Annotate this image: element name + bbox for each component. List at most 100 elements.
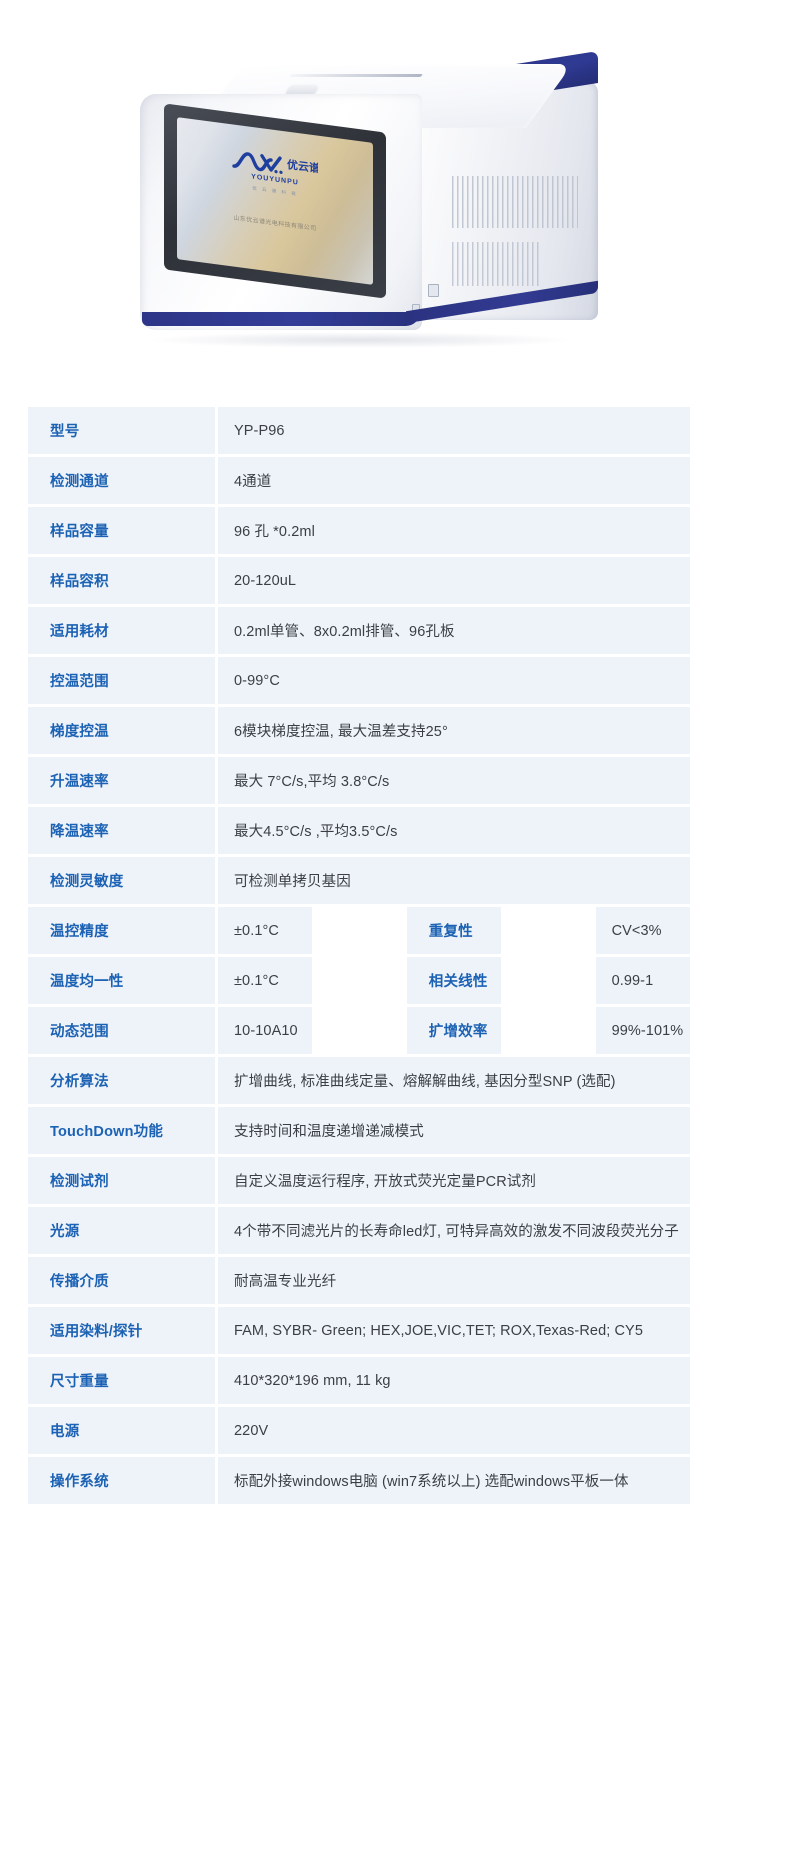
table-row: 尺寸重量 410*320*196 mm, 11 kg bbox=[28, 1357, 690, 1404]
cell-divider bbox=[215, 1457, 218, 1504]
table-row: 适用染料/探针 FAM, SYBR- Green; HEX,JOE,VIC,TET… bbox=[28, 1307, 690, 1354]
product-photo: 优云谱 YOUYUNPU 优 云 谱 科 技 山东优云谱光电科技有限公司 bbox=[0, 0, 790, 395]
spec-value: 410*320*196 mm, 11 kg bbox=[218, 1357, 690, 1404]
cell-divider bbox=[215, 1057, 218, 1104]
spec-value-secondary: 0.99-1 bbox=[595, 957, 690, 1004]
spec-value: 20-120uL bbox=[218, 557, 690, 604]
spec-value: 10-10A10 bbox=[218, 1007, 313, 1054]
spec-value: 耐高温专业光纤 bbox=[218, 1257, 690, 1304]
table-row: 电源 220V bbox=[28, 1407, 690, 1454]
spec-value: 6模块梯度控温, 最大温差支持25° bbox=[218, 707, 690, 754]
cell-divider bbox=[215, 907, 218, 954]
cell-divider bbox=[501, 907, 596, 954]
spec-value: 支持时间和温度递增递减模式 bbox=[218, 1107, 690, 1154]
ventilation-grille-upper bbox=[452, 176, 578, 228]
spec-label: 降温速率 bbox=[28, 807, 215, 854]
base-accent-stripe-front bbox=[142, 312, 420, 326]
cell-divider bbox=[215, 1157, 218, 1204]
table-row: 检测试剂 自定义温度运行程序, 开放式荧光定量PCR试剂 bbox=[28, 1157, 690, 1204]
spec-label: 适用耗材 bbox=[28, 607, 215, 654]
spec-value: 最大4.5°C/s ,平均3.5°C/s bbox=[218, 807, 690, 854]
pcr-instrument-illustration: 优云谱 YOUYUNPU 优 云 谱 科 技 山东优云谱光电科技有限公司 bbox=[140, 50, 600, 350]
spec-value: 4个带不同滤光片的长寿命led灯, 可特异高效的激发不同波段荧光分子 bbox=[218, 1207, 690, 1254]
brand-logo: 优云谱 YOUYUNPU 优 云 谱 科 技 bbox=[210, 143, 340, 203]
usb-port bbox=[428, 284, 439, 297]
company-caption: 山东优云谱光电科技有限公司 bbox=[233, 215, 317, 233]
spec-value: 标配外接windows电脑 (win7系统以上) 选配windows平板一体 bbox=[218, 1457, 690, 1504]
spec-label: 控温范围 bbox=[28, 657, 215, 704]
lid-seam bbox=[288, 74, 424, 77]
cell-divider bbox=[215, 407, 218, 454]
spec-label: 电源 bbox=[28, 1407, 215, 1454]
spec-label: TouchDown功能 bbox=[28, 1107, 215, 1154]
cell-divider bbox=[215, 1207, 218, 1254]
spec-value-secondary: CV<3% bbox=[595, 907, 690, 954]
cell-divider bbox=[215, 1007, 218, 1054]
cell-divider bbox=[215, 507, 218, 554]
spec-label: 检测试剂 bbox=[28, 1157, 215, 1204]
spec-value: ±0.1°C bbox=[218, 907, 313, 954]
table-row: 型号 YP-P96 bbox=[28, 407, 690, 454]
spec-label: 适用染料/探针 bbox=[28, 1307, 215, 1354]
spec-label-secondary: 相关线性 bbox=[406, 957, 502, 1004]
cell-divider bbox=[215, 1407, 218, 1454]
spec-value: 最大 7°C/s,平均 3.8°C/s bbox=[218, 757, 690, 804]
table-row: 检测灵敏度 可检测单拷贝基因 bbox=[28, 857, 690, 904]
svg-text:优云谱: 优云谱 bbox=[287, 157, 318, 175]
cell-divider bbox=[215, 1107, 218, 1154]
table-row: 梯度控温 6模块梯度控温, 最大温差支持25° bbox=[28, 707, 690, 754]
cell-divider bbox=[312, 907, 407, 954]
spec-value-secondary: 99%-101% bbox=[595, 1007, 690, 1054]
table-row: 样品容量 96 孔 *0.2ml bbox=[28, 507, 690, 554]
cell-divider bbox=[312, 957, 407, 1004]
spec-label: 型号 bbox=[28, 407, 215, 454]
wave-logo-icon: 优云谱 bbox=[232, 151, 318, 175]
cell-divider bbox=[215, 857, 218, 904]
spec-value: 0-99°C bbox=[218, 657, 690, 704]
cell-divider bbox=[215, 1307, 218, 1354]
table-row: 光源 4个带不同滤光片的长寿命led灯, 可特异高效的激发不同波段荧光分子 bbox=[28, 1207, 690, 1254]
spec-value: 自定义温度运行程序, 开放式荧光定量PCR试剂 bbox=[218, 1157, 690, 1204]
spec-label: 检测灵敏度 bbox=[28, 857, 215, 904]
spec-label: 升温速率 bbox=[28, 757, 215, 804]
cell-divider bbox=[215, 557, 218, 604]
spec-label: 温控精度 bbox=[28, 907, 215, 954]
spec-value: 4通道 bbox=[218, 457, 690, 504]
table-row: 样品容积 20-120uL bbox=[28, 557, 690, 604]
table-row: 检测通道 4通道 bbox=[28, 457, 690, 504]
table-row: 温度均一性 ±0.1°C 相关线性 0.99-1 bbox=[28, 957, 690, 1004]
product-shadow bbox=[150, 332, 570, 348]
spec-label: 温度均一性 bbox=[28, 957, 215, 1004]
spec-label: 样品容量 bbox=[28, 507, 215, 554]
spec-label: 传播介质 bbox=[28, 1257, 215, 1304]
spec-value: 扩增曲线, 标准曲线定量、熔解解曲线, 基因分型SNP (选配) bbox=[218, 1057, 690, 1104]
cell-divider bbox=[215, 1257, 218, 1304]
cell-divider bbox=[215, 657, 218, 704]
table-row: 适用耗材 0.2ml单管、8x0.2ml排管、96孔板 bbox=[28, 607, 690, 654]
spec-value: 可检测单拷贝基因 bbox=[218, 857, 690, 904]
cell-divider bbox=[215, 957, 218, 1004]
table-row: TouchDown功能 支持时间和温度递增递减模式 bbox=[28, 1107, 690, 1154]
cell-divider bbox=[215, 757, 218, 804]
spec-value: 0.2ml单管、8x0.2ml排管、96孔板 bbox=[218, 607, 690, 654]
spec-label: 分析算法 bbox=[28, 1057, 215, 1104]
spec-label: 检测通道 bbox=[28, 457, 215, 504]
cell-divider bbox=[501, 1007, 596, 1054]
table-row: 控温范围 0-99°C bbox=[28, 657, 690, 704]
spec-value: 96 孔 *0.2ml bbox=[218, 507, 690, 554]
cell-divider bbox=[215, 707, 218, 754]
spec-label-secondary: 扩增效率 bbox=[406, 1007, 502, 1054]
table-row: 操作系统 标配外接windows电脑 (win7系统以上) 选配windows平板… bbox=[28, 1457, 690, 1504]
spec-value: 220V bbox=[218, 1407, 690, 1454]
spec-value: FAM, SYBR- Green; HEX,JOE,VIC,TET; ROX,T… bbox=[218, 1307, 690, 1354]
spec-label: 尺寸重量 bbox=[28, 1357, 215, 1404]
spec-label: 动态范围 bbox=[28, 1007, 215, 1054]
spec-label: 梯度控温 bbox=[28, 707, 215, 754]
table-row: 升温速率 最大 7°C/s,平均 3.8°C/s bbox=[28, 757, 690, 804]
spec-label: 样品容积 bbox=[28, 557, 215, 604]
cell-divider bbox=[312, 1007, 407, 1054]
spec-value: YP-P96 bbox=[218, 407, 690, 454]
instrument-touchscreen[interactable]: 优云谱 YOUYUNPU 优 云 谱 科 技 山东优云谱光电科技有限公司 bbox=[177, 117, 373, 285]
cell-divider bbox=[215, 457, 218, 504]
table-row: 分析算法 扩增曲线, 标准曲线定量、熔解解曲线, 基因分型SNP (选配) bbox=[28, 1057, 690, 1104]
